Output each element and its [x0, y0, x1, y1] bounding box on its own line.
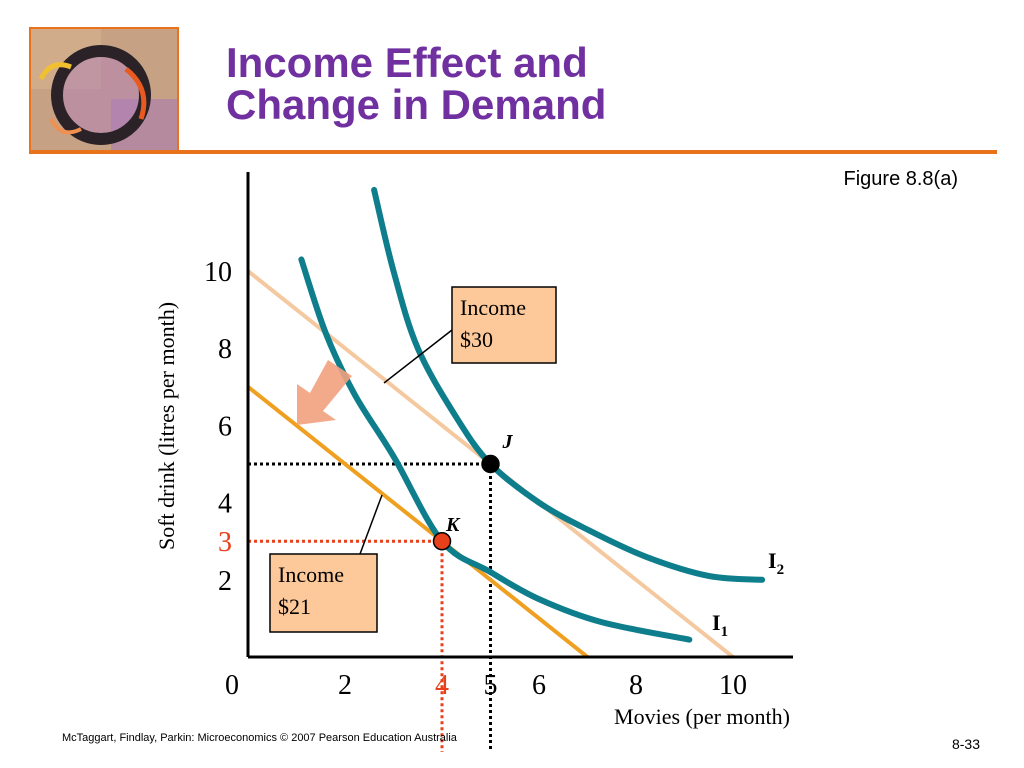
figure-label: Figure 8.8(a) — [843, 168, 959, 190]
x-axis-title: Movies (per month) — [614, 704, 790, 729]
x-tick-label: 8 — [629, 670, 643, 701]
title-divider — [29, 150, 997, 154]
x-tick-label: 0 — [225, 670, 239, 701]
title-line-1: Income Effect and — [226, 39, 588, 86]
x-tick-label: 10 — [719, 670, 747, 701]
x-tick-label: 5 — [484, 670, 498, 701]
callout-box-income-30 — [451, 286, 557, 364]
page-title: Income Effect and Change in Demand — [226, 42, 606, 126]
curve-label-i1: I1 — [712, 610, 728, 640]
point-label-j: J — [502, 431, 514, 453]
callout-text-line2: $30 — [460, 327, 493, 352]
page-number: 8-33 — [951, 736, 980, 752]
y-tick-label: 6 — [218, 411, 232, 442]
budget-line-income-21 — [246, 385, 589, 659]
x-tick-label: 6 — [532, 670, 546, 701]
callout-leader-income-30 — [383, 329, 453, 384]
y-tick-label: 10 — [204, 257, 232, 288]
x-tick-label: 4 — [435, 670, 449, 701]
y-tick-label: 8 — [218, 334, 232, 365]
x-tick-label: 2 — [338, 670, 352, 701]
callout-leader-income-21 — [359, 494, 383, 555]
indifference-curve-i2 — [371, 186, 766, 583]
callout-box-income-21 — [269, 553, 378, 633]
footer-credit: McTaggart, Findlay, Parkin: Microeconomi… — [62, 732, 457, 744]
callout-text-line2: $21 — [278, 594, 311, 619]
title-line-2: Change in Demand — [226, 81, 607, 128]
point-label-k: K — [445, 514, 461, 536]
point-k — [432, 531, 452, 551]
y-axis-title: Soft drink (litres per month) — [154, 302, 179, 550]
callout-text-line1: Income — [278, 562, 344, 587]
callout-text-line1: Income — [460, 295, 526, 320]
y-tick-label: 2 — [218, 566, 232, 597]
point-j — [481, 454, 500, 474]
curve-label-i2: I2 — [768, 548, 784, 578]
y-tick-label: 4 — [218, 489, 232, 520]
y-tick-label: 3 — [218, 527, 232, 558]
logo-image — [29, 27, 179, 153]
shift-arrow-icon — [297, 360, 352, 425]
